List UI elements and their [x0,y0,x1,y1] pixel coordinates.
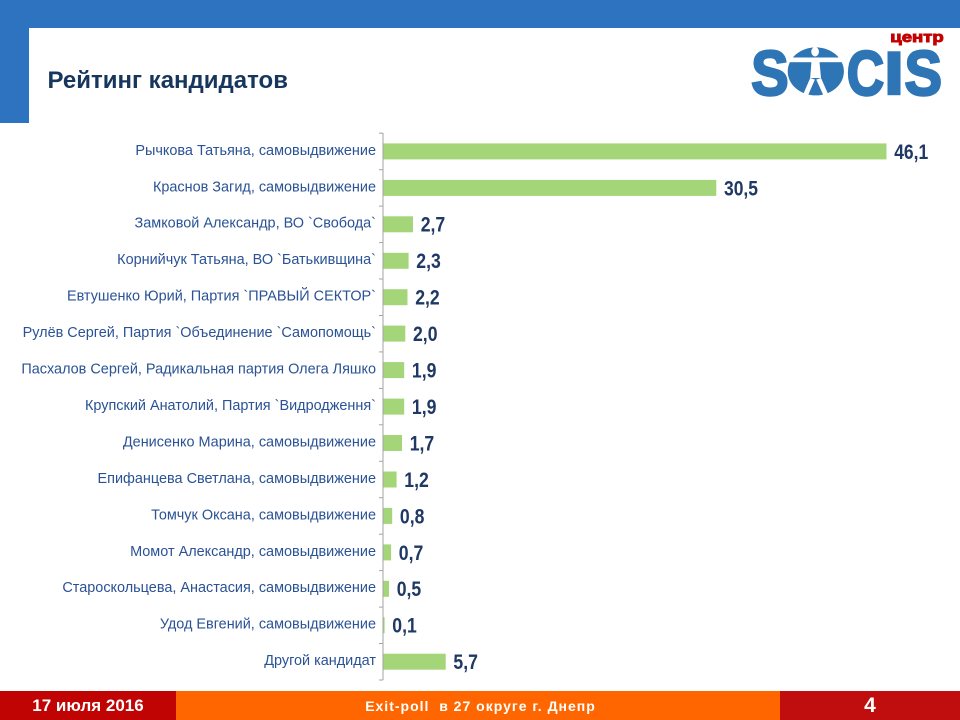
svg-text:Епифанцева Светлана, самовыдви: Епифанцева Светлана, самовыдвижение [98,471,377,487]
svg-text:Момот Александр, самовыдвижени: Момот Александр, самовыдвижение [130,544,376,560]
svg-text:S: S [905,38,943,109]
svg-text:5,7: 5,7 [453,651,478,674]
svg-text:30,5: 30,5 [724,177,758,200]
svg-text:1,2: 1,2 [404,469,429,492]
svg-text:0,7: 0,7 [399,542,424,565]
svg-text:46,1: 46,1 [894,141,928,164]
svg-text:Староскольцева, Анастасия, сам: Староскольцева, Анастасия, самовыдвижени… [62,580,376,596]
svg-text:Другой кандидат: Другой кандидат [264,653,376,669]
svg-text:Краснов Загид, самовыдвижение: Краснов Загид, самовыдвижение [153,179,376,195]
svg-text:Замковой Александр, ВО `Свобод: Замковой Александр, ВО `Свобода` [135,216,376,232]
svg-text:Удод Евгений, самовыдвижение: Удод Евгений, самовыдвижение [160,617,376,633]
svg-text:0,1: 0,1 [392,615,417,638]
svg-text:S: S [751,38,789,109]
svg-text:2,3: 2,3 [416,250,441,273]
svg-text:1,7: 1,7 [410,432,435,455]
svg-text:0,8: 0,8 [400,505,425,528]
svg-text:Евтушенко Юрий, Партия `ПРАВЫЙ: Евтушенко Юрий, Партия `ПРАВЫЙ СЕКТОР` [67,287,376,305]
svg-text:Рулёв Сергей, Партия `Объедине: Рулёв Сергей, Партия `Объединение `Самоп… [23,325,376,341]
svg-text:Денисенко Марина, самовыдвижен: Денисенко Марина, самовыдвижение [123,434,376,450]
svg-text:Пасхалов Сергей, Радикальная п: Пасхалов Сергей, Радикальная партия Олег… [21,362,376,378]
svg-text:Крупский Анатолий, Партия `Вид: Крупский Анатолий, Партия `Видродження` [85,398,376,414]
svg-text:2,2: 2,2 [415,287,440,310]
svg-text:Рычкова Татьяна, самовыдвижени: Рычкова Татьяна, самовыдвижение [135,143,376,159]
svg-text:Томчук Оксана, самовыдвижение: Томчук Оксана, самовыдвижение [151,507,376,523]
svg-text:Корнийчук Татьяна, ВО `Батькив: Корнийчук Татьяна, ВО `Батькивщина` [117,252,376,268]
svg-text:1,9: 1,9 [412,396,437,419]
svg-text:0,5: 0,5 [397,578,422,601]
svg-text:1,9: 1,9 [412,360,437,383]
svg-text:2,7: 2,7 [421,214,446,237]
svg-text:2,0: 2,0 [413,323,438,346]
svg-text:C: C [847,39,884,109]
svg-text:центр: центр [890,29,943,46]
